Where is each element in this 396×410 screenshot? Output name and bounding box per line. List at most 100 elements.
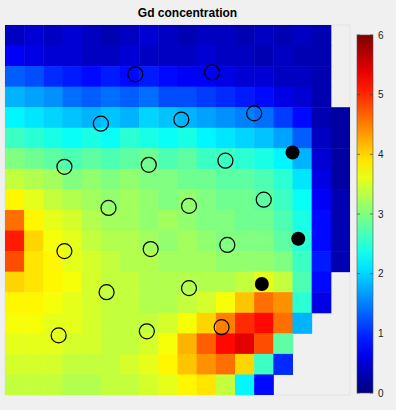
heat-cell — [178, 333, 198, 354]
roi-circle — [218, 153, 233, 168]
roi-circle — [57, 159, 72, 174]
heat-cell — [5, 231, 25, 252]
heat-cell — [82, 251, 102, 272]
heat-cell — [235, 251, 255, 272]
heat-cell — [82, 210, 102, 231]
heat-cell — [120, 292, 140, 313]
roi-circle — [99, 285, 114, 300]
heat-cell — [24, 189, 44, 210]
heat-cell — [158, 292, 178, 313]
heat-cell — [293, 251, 313, 272]
heat-cell — [24, 148, 44, 169]
heat-cell — [63, 272, 83, 293]
heat-cell — [5, 272, 25, 293]
heat-cell — [43, 87, 63, 108]
roi-circle — [51, 328, 66, 343]
marker-dot — [291, 232, 305, 246]
roi-circle — [143, 242, 158, 257]
heat-cell — [235, 66, 255, 87]
heat-cell — [197, 107, 217, 128]
heat-cell — [24, 107, 44, 128]
heat-cell — [139, 189, 159, 210]
heat-cell — [235, 189, 255, 210]
heat-cell — [5, 66, 25, 87]
heat-cell — [254, 66, 274, 87]
heat-cell — [82, 231, 102, 252]
heat-cell — [43, 231, 63, 252]
heat-cell — [216, 374, 236, 395]
heat-cell — [197, 128, 217, 149]
heat-cell — [273, 128, 293, 149]
heat-cell — [216, 148, 236, 169]
heat-cell — [63, 87, 83, 108]
colorbar-tick — [370, 333, 373, 334]
heat-cell — [216, 272, 236, 293]
heat-cell — [63, 107, 83, 128]
heat-cell — [63, 374, 83, 395]
heat-cell — [24, 354, 44, 375]
heat-cell — [24, 66, 44, 87]
heat-cell — [254, 107, 274, 128]
heat-cell — [120, 128, 140, 149]
heat-cell — [235, 231, 255, 252]
heat-cell — [216, 313, 236, 334]
heat-cell — [331, 189, 350, 210]
heat-cell — [331, 231, 350, 252]
heat-cell — [5, 354, 25, 375]
heat-cell — [82, 169, 102, 190]
heat-cell — [197, 25, 217, 46]
heat-cell — [101, 354, 121, 375]
heat-cell — [101, 148, 121, 169]
heat-cell — [197, 169, 217, 190]
heat-cell — [216, 231, 236, 252]
heat-cell — [254, 87, 274, 108]
colorbar-tick — [370, 393, 373, 394]
heat-cell — [158, 87, 178, 108]
heat-cell — [101, 107, 121, 128]
heat-cell — [63, 66, 83, 87]
heat-cell — [197, 251, 217, 272]
colorbar-tick — [370, 94, 373, 95]
heat-cell — [139, 87, 159, 108]
heat-cell — [216, 169, 236, 190]
heat-cell — [120, 87, 140, 108]
heat-cell — [254, 210, 274, 231]
heat-cell — [120, 251, 140, 272]
heat-cell — [178, 128, 198, 149]
heat-cell — [43, 128, 63, 149]
heat-cell — [254, 292, 274, 313]
plot-area — [5, 25, 350, 395]
colorbar-tick — [357, 273, 360, 274]
heat-cell — [82, 333, 102, 354]
roi-circle — [128, 67, 143, 82]
heat-cell — [63, 169, 83, 190]
heat-cell — [5, 128, 25, 149]
heat-cell — [254, 169, 274, 190]
roi-circle — [214, 320, 229, 335]
heat-cell — [158, 251, 178, 272]
heat-cell — [101, 46, 121, 67]
title: Gd concentration — [138, 6, 237, 20]
heat-cell — [82, 189, 102, 210]
heat-cell — [139, 25, 159, 46]
heat-cell — [82, 148, 102, 169]
heat-cell — [24, 210, 44, 231]
heat-cell — [101, 25, 121, 46]
heat-cell — [312, 210, 332, 231]
heat-cell — [178, 313, 198, 334]
heat-cell — [101, 313, 121, 334]
heat-cell — [24, 169, 44, 190]
colorbar-label: 3 — [378, 209, 384, 220]
heat-cell — [235, 128, 255, 149]
heat-cell — [120, 231, 140, 252]
heat-cell — [43, 333, 63, 354]
heat-cell — [158, 148, 178, 169]
heat-cell — [254, 148, 274, 169]
heat-cell — [139, 354, 159, 375]
heat-cell — [82, 46, 102, 67]
heat-cell — [43, 46, 63, 67]
heat-cell — [254, 189, 274, 210]
heat-cell — [158, 107, 178, 128]
heat-cell — [216, 333, 236, 354]
heat-cell — [82, 66, 102, 87]
